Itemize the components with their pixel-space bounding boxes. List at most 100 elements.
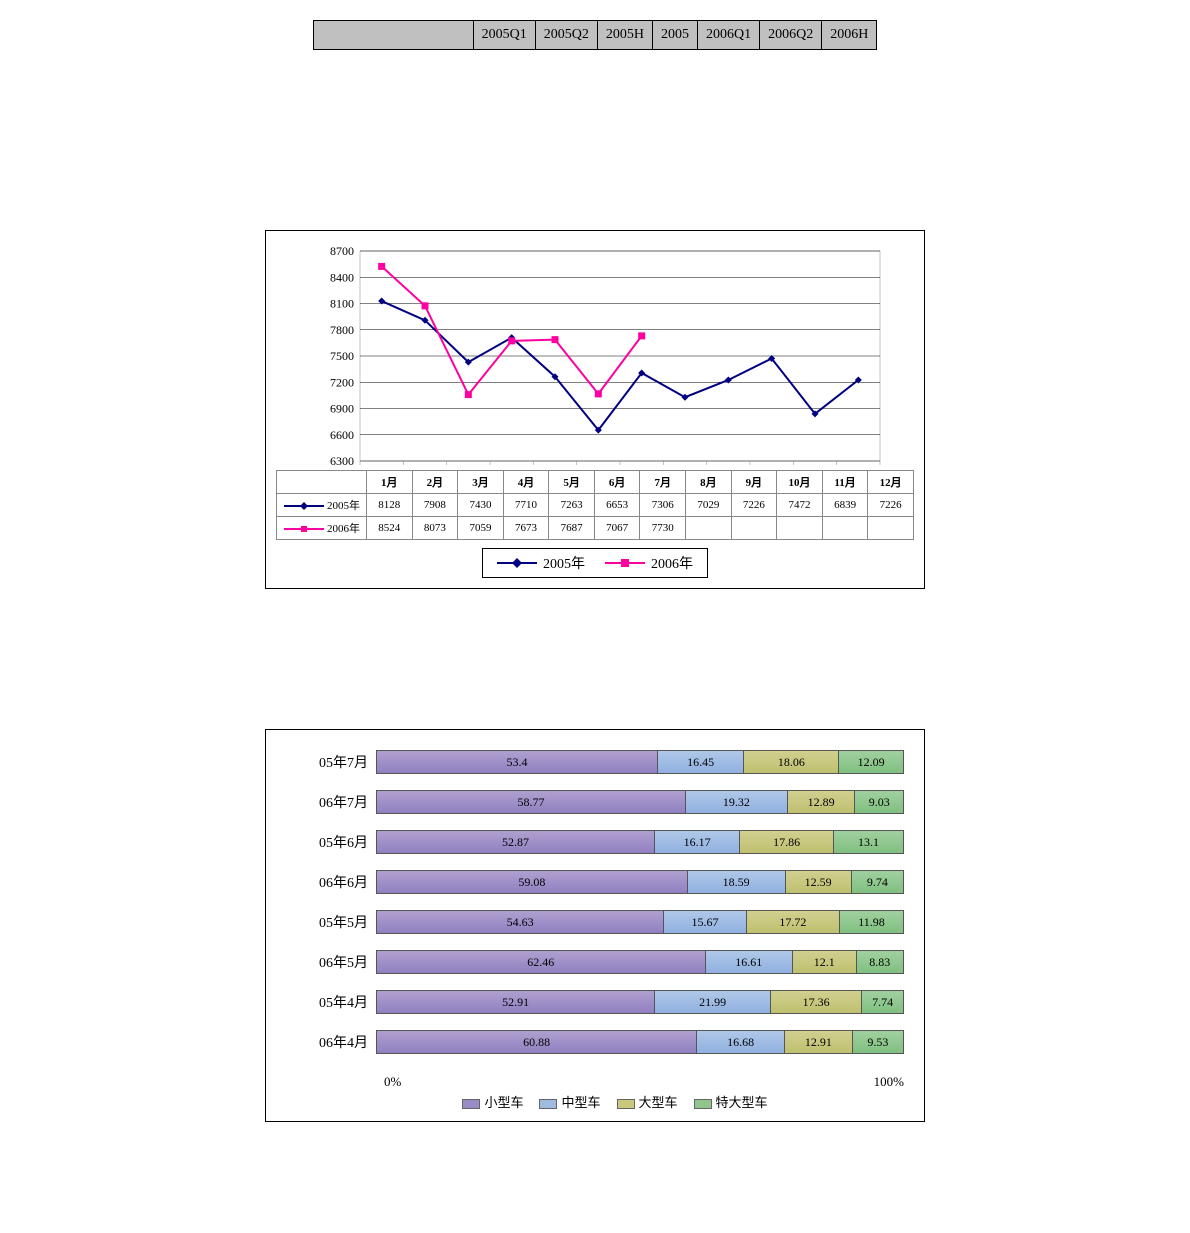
bar-segment: 17.36 <box>771 991 862 1013</box>
bar-segment: 17.86 <box>740 831 834 853</box>
legend-item: 小型车 <box>462 1092 523 1111</box>
bar-segment: 9.74 <box>852 871 903 893</box>
svg-text:7800: 7800 <box>330 323 354 337</box>
series-label: 2006年 <box>277 517 367 540</box>
bar-label: 06年5月 <box>286 952 376 972</box>
bar-segment: 54.63 <box>377 911 664 933</box>
bar-segment: 12.09 <box>839 751 903 773</box>
bar-segment: 12.89 <box>788 791 856 813</box>
series-row: 2005年81287908743077107263665373067029722… <box>277 494 914 517</box>
data-cell <box>822 517 868 540</box>
bar-segment: 52.87 <box>377 831 655 853</box>
data-cell: 7226 <box>868 494 914 517</box>
legend-label: 2005年 <box>543 553 585 573</box>
period-header-table: 2005Q1 2005Q2 2005H 2005 2006Q1 2006Q2 2… <box>313 20 878 50</box>
bar-segment: 9.03 <box>855 791 902 813</box>
legend-swatch <box>617 1099 635 1109</box>
header-cell: 2005 <box>653 21 698 50</box>
legend-item: 2005年 <box>497 553 585 573</box>
data-cell: 7067 <box>594 517 640 540</box>
series-label: 2005年 <box>277 494 367 517</box>
data-cell: 7226 <box>731 494 777 517</box>
data-cell: 6839 <box>822 494 868 517</box>
month-header: 12月 <box>868 471 914 494</box>
bar-row: 05年5月54.6315.6717.7211.98 <box>286 910 904 934</box>
bar-row: 05年4月52.9121.9917.367.74 <box>286 990 904 1014</box>
bar-segment: 12.91 <box>785 1031 853 1053</box>
bar-row: 06年4月60.8816.6812.919.53 <box>286 1030 904 1054</box>
legend-swatch <box>694 1099 712 1109</box>
bar-segment: 62.46 <box>377 951 706 973</box>
legend-label: 小型车 <box>484 1095 523 1110</box>
stacked-bar-chart: 05年7月53.416.4518.0612.0906年7月58.7719.321… <box>265 729 925 1122</box>
svg-text:7200: 7200 <box>330 375 354 389</box>
data-cell: 7908 <box>412 494 458 517</box>
bar-segment: 16.45 <box>658 751 745 773</box>
bar-segment: 58.77 <box>377 791 686 813</box>
header-cell: 2005Q2 <box>535 21 597 50</box>
bar-track: 52.8716.1717.8613.1 <box>376 830 904 854</box>
bar-segment: 53.4 <box>377 751 658 773</box>
bar-label: 06年4月 <box>286 1032 376 1052</box>
bar-track: 54.6315.6717.7211.98 <box>376 910 904 934</box>
series-row: 2006年8524807370597673768770677730 <box>277 517 914 540</box>
bar-track: 60.8816.6812.919.53 <box>376 1030 904 1054</box>
bar-row: 05年6月52.8716.1717.8613.1 <box>286 830 904 854</box>
bar-segment: 15.67 <box>664 911 746 933</box>
axis-label: 0% <box>384 1074 401 1090</box>
bar-segment: 16.68 <box>697 1031 785 1053</box>
bar-segment: 16.17 <box>655 831 740 853</box>
bar-row: 06年5月62.4616.6112.18.83 <box>286 950 904 974</box>
bar-segment: 19.32 <box>686 791 788 813</box>
data-cell <box>777 517 823 540</box>
bar-segment: 21.99 <box>655 991 771 1013</box>
bar-track: 58.7719.3212.899.03 <box>376 790 904 814</box>
legend-label: 2006年 <box>651 553 693 573</box>
data-cell: 8073 <box>412 517 458 540</box>
header-cell: 2006H <box>822 21 877 50</box>
bar-segment: 17.72 <box>747 911 840 933</box>
legend-swatch <box>539 1099 557 1109</box>
bar-track: 52.9121.9917.367.74 <box>376 990 904 1014</box>
month-header: 11月 <box>822 471 868 494</box>
svg-text:6300: 6300 <box>330 454 354 468</box>
bar-segment: 60.88 <box>377 1031 697 1053</box>
data-cell: 8128 <box>367 494 413 517</box>
legend-swatch <box>462 1099 480 1109</box>
table-row: 2005Q1 2005Q2 2005H 2005 2006Q1 2006Q2 2… <box>313 21 877 50</box>
data-cell <box>868 517 914 540</box>
data-cell: 6653 <box>594 494 640 517</box>
header-cell: 2005H <box>597 21 652 50</box>
bar-segment: 7.74 <box>862 991 903 1013</box>
bar-segment: 8.83 <box>857 951 903 973</box>
month-header: 5月 <box>549 471 595 494</box>
bar-track: 53.416.4518.0612.09 <box>376 750 904 774</box>
bar-row: 05年7月53.416.4518.0612.09 <box>286 750 904 774</box>
bar-chart-x-axis: 0% 100% <box>384 1070 904 1088</box>
svg-text:7500: 7500 <box>330 349 354 363</box>
bar-segment: 18.59 <box>688 871 786 893</box>
line-chart-container: 630066006900720075007800810084008700 1月2… <box>265 230 925 589</box>
legend-item: 中型车 <box>539 1092 600 1111</box>
bar-segment: 16.61 <box>706 951 793 973</box>
bar-label: 05年6月 <box>286 832 376 852</box>
month-header: 8月 <box>686 471 732 494</box>
svg-text:6900: 6900 <box>330 402 354 416</box>
bar-segment: 12.1 <box>793 951 857 973</box>
data-cell <box>686 517 732 540</box>
month-header: 10月 <box>777 471 823 494</box>
bar-segment: 13.1 <box>834 831 903 853</box>
bar-track: 62.4616.6112.18.83 <box>376 950 904 974</box>
bar-label: 05年4月 <box>286 992 376 1012</box>
legend-item: 2006年 <box>605 553 693 573</box>
blank-cell <box>313 21 473 50</box>
bar-label: 05年5月 <box>286 912 376 932</box>
data-cell: 7687 <box>549 517 595 540</box>
data-cell: 7263 <box>549 494 595 517</box>
line-chart-legend: 2005年 2006年 <box>482 548 708 578</box>
data-cell: 7673 <box>503 517 549 540</box>
month-header: 6月 <box>594 471 640 494</box>
month-header: 2月 <box>412 471 458 494</box>
data-cell: 7306 <box>640 494 686 517</box>
line-chart-data-table: 1月2月3月4月5月6月7月8月9月10月11月12月 2005年8128790… <box>276 470 914 540</box>
